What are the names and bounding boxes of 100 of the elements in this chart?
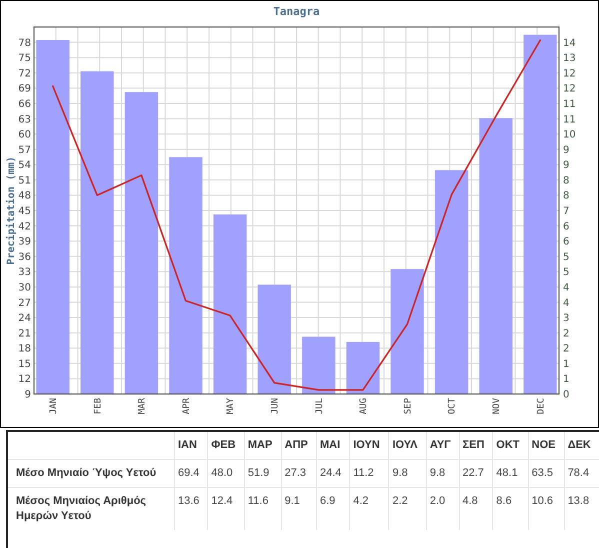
y2-tick-label: 4 xyxy=(563,282,570,294)
data-label: 13.6 xyxy=(174,488,208,530)
category-label: ΜΑΡ xyxy=(244,432,282,460)
x-tick-label: FEB xyxy=(93,398,104,414)
data-label: 4.2 xyxy=(350,488,389,530)
data-label: 9.8 xyxy=(426,460,459,488)
category-label: ΙΟΥΝ xyxy=(350,432,389,460)
bar xyxy=(169,157,202,394)
y-tick-label: 42 xyxy=(18,221,31,232)
y-tick-label: 18 xyxy=(18,344,31,355)
y-tick-label: 30 xyxy=(18,282,31,294)
bar xyxy=(302,336,336,394)
data-label: 9.8 xyxy=(388,460,426,488)
y-tick-label: 21 xyxy=(18,328,31,340)
data-label: 51.9 xyxy=(244,460,282,488)
data-label: 48.0 xyxy=(208,460,244,488)
y-tick-label: 75 xyxy=(18,53,31,64)
y-tick-label: 36 xyxy=(18,252,31,263)
y2-tick-label: 0 xyxy=(563,390,570,400)
category-label: ΦΕΒ xyxy=(208,432,244,460)
y2-tick-label: 5 xyxy=(563,252,570,263)
category-label: ΑΠΡ xyxy=(281,432,316,460)
y-tick-label: 12 xyxy=(18,374,31,386)
data-label: 69.4 xyxy=(174,460,208,488)
data-label: 24.4 xyxy=(316,460,350,488)
y-tick-label: 66 xyxy=(18,98,31,110)
x-tick-label: JUL xyxy=(314,398,325,414)
data-label: 63.5 xyxy=(528,460,564,488)
y-tick-label: 63 xyxy=(18,114,31,126)
bar xyxy=(258,284,291,394)
category-label: ΝΟΕ xyxy=(528,432,564,460)
category-label: ΣΕΠ xyxy=(459,432,493,460)
bar xyxy=(479,118,512,394)
bar xyxy=(124,92,158,394)
category-label: ΙΟΥΛ xyxy=(388,432,426,460)
data-label: 9.1 xyxy=(281,488,316,530)
y-tick-label: 48 xyxy=(18,190,31,202)
category-label: ΜΑΙ xyxy=(316,432,350,460)
y2-tick-label: 11 xyxy=(563,114,576,126)
data-label: 10.6 xyxy=(528,488,564,530)
y-tick-label: 51 xyxy=(18,175,31,186)
y-axis-title: Precipitation (mm) xyxy=(5,156,17,265)
data-label: 13.8 xyxy=(564,488,599,530)
bar xyxy=(213,214,247,394)
bar xyxy=(390,269,424,394)
category-label: ΟΚΤ xyxy=(492,432,528,460)
y-tick-label: 15 xyxy=(18,358,31,370)
y2-tick-label: 8 xyxy=(563,176,570,187)
y2-tick-label: 8 xyxy=(563,190,570,202)
x-tick-label: JAN xyxy=(48,398,59,414)
y-tick-label: 27 xyxy=(18,298,31,309)
text: Μέσο Μηνιαίο Ύψος Υετού xyxy=(8,460,174,488)
x-tick-label: OCT xyxy=(448,397,458,414)
x-tick-label: AUG xyxy=(359,398,370,414)
y2-tick-label: 13 xyxy=(563,53,576,64)
category-label: ΑΥΓ xyxy=(426,432,459,460)
x-tick-label: DEC xyxy=(536,398,546,414)
y2-tick-label: 5 xyxy=(563,267,570,278)
x-tick-label: NOV xyxy=(492,397,502,414)
data-label: 6.9 xyxy=(316,488,350,530)
y2-tick-label: 10 xyxy=(563,129,576,140)
y2-tick-label: 14 xyxy=(563,38,576,49)
y2-tick-label: 9 xyxy=(563,160,570,172)
y2-tick-label: 7 xyxy=(563,206,570,217)
data-label: 2.2 xyxy=(388,488,426,530)
bar xyxy=(434,170,468,394)
y-tick-label: 69 xyxy=(18,84,31,95)
y-tick-label: 39 xyxy=(18,236,31,248)
data-label: 22.7 xyxy=(459,460,493,488)
y-tick-label: 78 xyxy=(18,38,31,49)
chart-title: Tanagra xyxy=(273,5,320,18)
y2-tick-label: 2 xyxy=(563,344,570,355)
y-tick-label: 45 xyxy=(18,206,31,217)
text: Μέσος Μηνιαίος Αριθμός Ημερών Υετού xyxy=(8,488,174,530)
category-label: ΔΕΚ xyxy=(564,432,599,460)
y2-tick-label: 9 xyxy=(563,144,570,156)
y-tick-label: 57 xyxy=(18,144,31,156)
x-tick-label: APR xyxy=(182,397,192,414)
y2-tick-label: 1 xyxy=(563,359,570,370)
x-tick-label: MAY xyxy=(226,397,236,414)
y2-tick-label: 1 xyxy=(563,374,570,386)
y-tick-label: 24 xyxy=(18,313,31,324)
x-tick-label: SEP xyxy=(403,397,414,414)
x-tick-label: MAR xyxy=(138,397,148,414)
y2-tick-label: 12 xyxy=(563,68,576,80)
y-tick-label: 33 xyxy=(18,267,31,278)
data-label: 2.0 xyxy=(426,488,459,530)
data-label: 11.2 xyxy=(350,460,389,488)
data-label: 8.6 xyxy=(492,488,528,530)
y-tick-label: 9 xyxy=(24,390,31,400)
y-tick-label: 54 xyxy=(18,160,31,172)
y2-tick-label: 2 xyxy=(563,328,570,340)
y2-tick-label: 6 xyxy=(563,221,570,232)
y2-tick-label: 11 xyxy=(563,99,576,110)
data-label: 27.3 xyxy=(281,460,316,488)
y2-tick-label: 6 xyxy=(563,236,570,248)
y2-tick-label: 12 xyxy=(563,84,576,95)
x-tick-label: JUN xyxy=(270,398,280,414)
bar xyxy=(36,40,70,394)
bar xyxy=(346,342,380,394)
